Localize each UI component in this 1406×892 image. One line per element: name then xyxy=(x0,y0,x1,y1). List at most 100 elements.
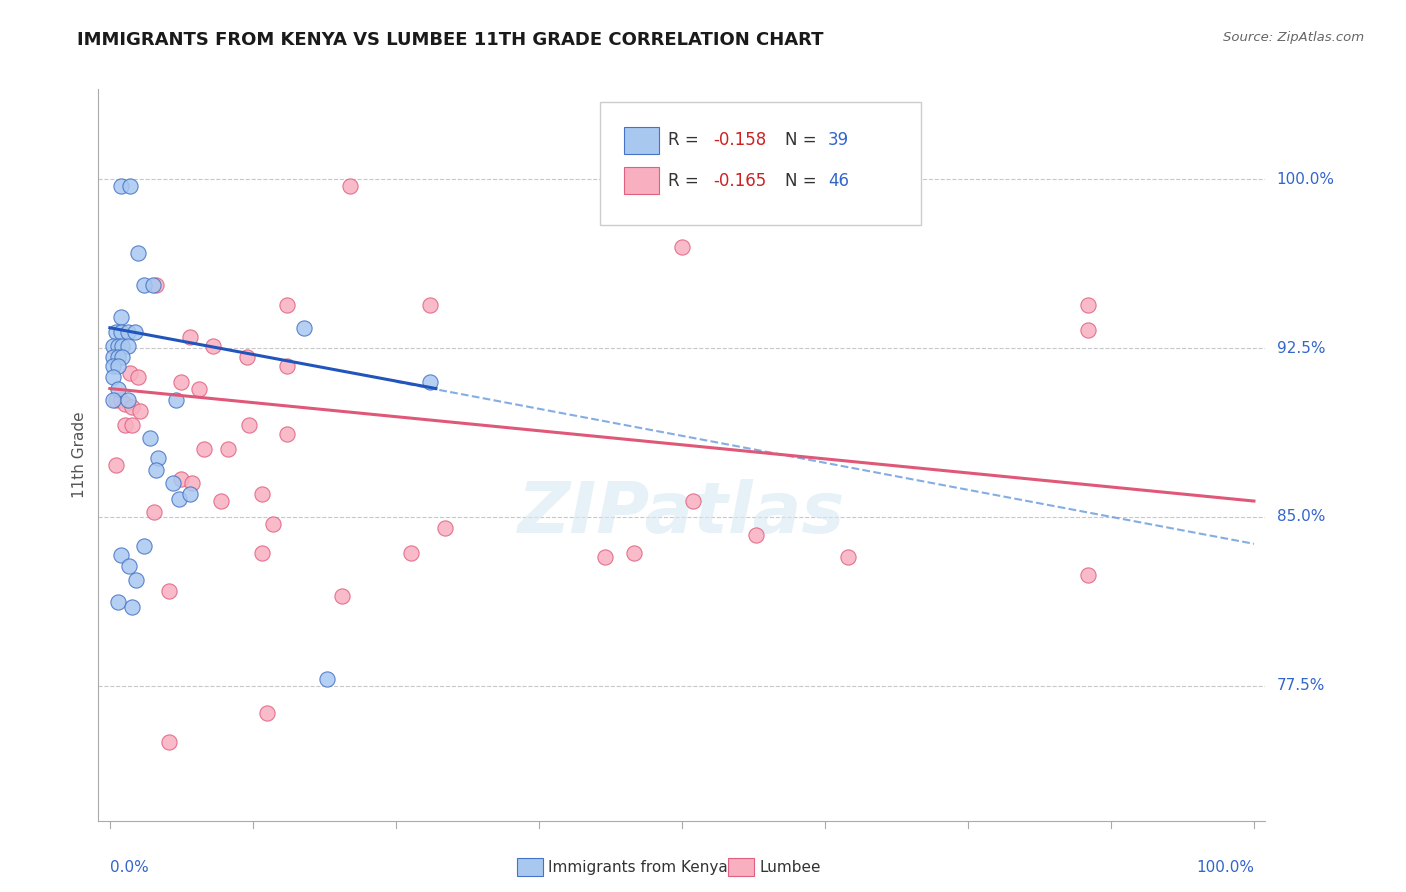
Point xyxy=(107,595,129,609)
Point xyxy=(262,516,284,531)
Point xyxy=(145,462,167,476)
Point xyxy=(103,339,125,353)
Point xyxy=(330,589,353,603)
Point xyxy=(745,528,768,542)
Text: -0.165: -0.165 xyxy=(713,171,766,190)
Text: 85.0%: 85.0% xyxy=(1277,509,1324,524)
Point xyxy=(419,298,441,312)
Text: 39: 39 xyxy=(828,131,849,149)
Point xyxy=(107,350,129,364)
Point xyxy=(118,559,141,574)
Point xyxy=(256,706,278,720)
Point xyxy=(145,278,167,293)
Point xyxy=(250,546,273,560)
Point xyxy=(117,339,139,353)
Point xyxy=(146,451,169,466)
Point xyxy=(107,339,129,353)
Point xyxy=(162,476,184,491)
Point xyxy=(316,672,339,686)
Point xyxy=(209,494,232,508)
Point xyxy=(276,426,298,441)
Point xyxy=(104,392,127,407)
Point xyxy=(157,584,180,599)
Point xyxy=(179,330,201,344)
Text: R =: R = xyxy=(668,171,704,190)
Text: N =: N = xyxy=(785,131,821,149)
Text: 0.0%: 0.0% xyxy=(110,860,149,874)
Point xyxy=(121,417,143,432)
Point xyxy=(110,392,132,407)
Point xyxy=(121,599,143,614)
Point xyxy=(120,366,142,380)
Point xyxy=(419,375,441,389)
Point xyxy=(103,350,125,364)
Point xyxy=(339,178,361,193)
Text: 46: 46 xyxy=(828,171,849,190)
Point xyxy=(217,442,239,457)
Point xyxy=(114,397,136,411)
Text: 92.5%: 92.5% xyxy=(1277,341,1324,356)
Point xyxy=(157,735,180,749)
Point xyxy=(111,339,134,353)
Point xyxy=(128,404,150,418)
Point xyxy=(124,325,146,339)
Point xyxy=(103,370,125,384)
Text: IMMIGRANTS FROM KENYA VS LUMBEE 11TH GRADE CORRELATION CHART: IMMIGRANTS FROM KENYA VS LUMBEE 11TH GRA… xyxy=(77,31,824,49)
Point xyxy=(682,494,704,508)
Point xyxy=(110,178,132,193)
Point xyxy=(117,325,139,339)
Text: R =: R = xyxy=(668,131,704,149)
Text: ZIPatlas: ZIPatlas xyxy=(519,479,845,548)
Point xyxy=(139,431,162,445)
Point xyxy=(104,325,127,339)
Point xyxy=(399,546,422,560)
Point xyxy=(623,546,645,560)
Point xyxy=(143,505,166,519)
Point xyxy=(104,458,127,472)
Point xyxy=(276,359,298,373)
Text: -0.158: -0.158 xyxy=(713,131,766,149)
Point xyxy=(117,392,139,407)
Point xyxy=(134,278,156,293)
Point xyxy=(107,359,129,373)
Point xyxy=(292,320,315,334)
Text: 77.5%: 77.5% xyxy=(1277,678,1324,693)
Point xyxy=(121,400,143,414)
Point xyxy=(250,487,273,501)
Point xyxy=(201,339,224,353)
Point xyxy=(103,392,125,407)
Point xyxy=(134,539,156,553)
Point xyxy=(170,375,193,389)
Point xyxy=(238,417,260,432)
Text: Source: ZipAtlas.com: Source: ZipAtlas.com xyxy=(1223,31,1364,45)
Point xyxy=(127,370,149,384)
Point xyxy=(193,442,215,457)
Point xyxy=(276,298,298,312)
Point xyxy=(593,550,616,565)
Point xyxy=(127,246,149,260)
Point xyxy=(110,310,132,324)
Point xyxy=(110,325,132,339)
Point xyxy=(1077,323,1099,337)
Text: Lumbee: Lumbee xyxy=(759,860,821,874)
Point xyxy=(167,491,190,506)
Point xyxy=(103,359,125,373)
Point xyxy=(188,382,211,396)
FancyBboxPatch shape xyxy=(600,102,921,225)
Point xyxy=(110,548,132,562)
Point xyxy=(1077,298,1099,312)
Y-axis label: 11th Grade: 11th Grade xyxy=(72,411,87,499)
Text: Immigrants from Kenya: Immigrants from Kenya xyxy=(548,860,728,874)
Point xyxy=(111,350,134,364)
Point xyxy=(236,350,259,364)
Text: 100.0%: 100.0% xyxy=(1277,172,1334,186)
Point xyxy=(165,392,187,407)
Point xyxy=(434,521,457,535)
FancyBboxPatch shape xyxy=(624,168,658,194)
Point xyxy=(181,476,204,491)
Point xyxy=(837,550,859,565)
Point xyxy=(671,240,693,254)
Text: N =: N = xyxy=(785,171,821,190)
Point xyxy=(170,471,193,485)
Point xyxy=(1077,568,1099,582)
